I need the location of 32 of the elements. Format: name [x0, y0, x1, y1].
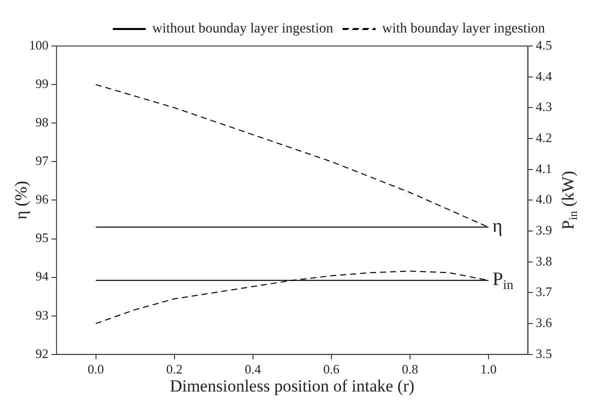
y-tick-label: 100	[29, 37, 48, 52]
legend-label: without bounday layer ingestion	[152, 22, 334, 37]
y2-tick-label: 3.7	[536, 284, 552, 300]
y-axis-title: η (%)	[11, 180, 30, 220]
y2-tick-label: 4.3	[536, 99, 552, 114]
y2-tick-label: 4.5	[536, 37, 552, 52]
x-tick-label: 1.0	[480, 362, 497, 377]
y2-tick-label: 4.1	[536, 160, 552, 176]
x-axis-title: Dimensionless position of intake (r)	[170, 376, 414, 396]
x-tick-label: 0.0	[88, 362, 104, 377]
annotation: η	[492, 216, 502, 238]
y-tick-label: 99	[36, 76, 48, 91]
y2-tick-label: 3.8	[536, 253, 552, 268]
y2-tick-label: 4.4	[536, 68, 552, 84]
x-tick-label: 0.4	[244, 362, 262, 377]
y-tick-label: 95	[36, 230, 48, 246]
y-tick-label: 97	[36, 153, 49, 168]
y2-tick-label: 4.2	[536, 130, 552, 145]
y2-tick-label: 3.9	[536, 222, 552, 238]
y-tick-label: 98	[36, 114, 48, 130]
y2-tick-label: 3.5	[536, 346, 552, 361]
y-tick-label: 94	[36, 268, 49, 284]
y-tick-label: 92	[36, 346, 48, 361]
legend-label: with bounday layer ingestion	[382, 22, 546, 37]
x-tick-label: 0.8	[402, 362, 418, 377]
y-tick-label: 96	[36, 192, 49, 207]
x-tick-label: 0.6	[323, 362, 340, 377]
y-tick-label: 93	[36, 307, 48, 322]
y2-tick-label: 3.6	[536, 314, 552, 330]
x-tick-label: 0.2	[166, 362, 182, 377]
y2-tick-label: 4.0	[536, 192, 552, 207]
y2-axis-title: Pin (kW)	[558, 170, 580, 230]
